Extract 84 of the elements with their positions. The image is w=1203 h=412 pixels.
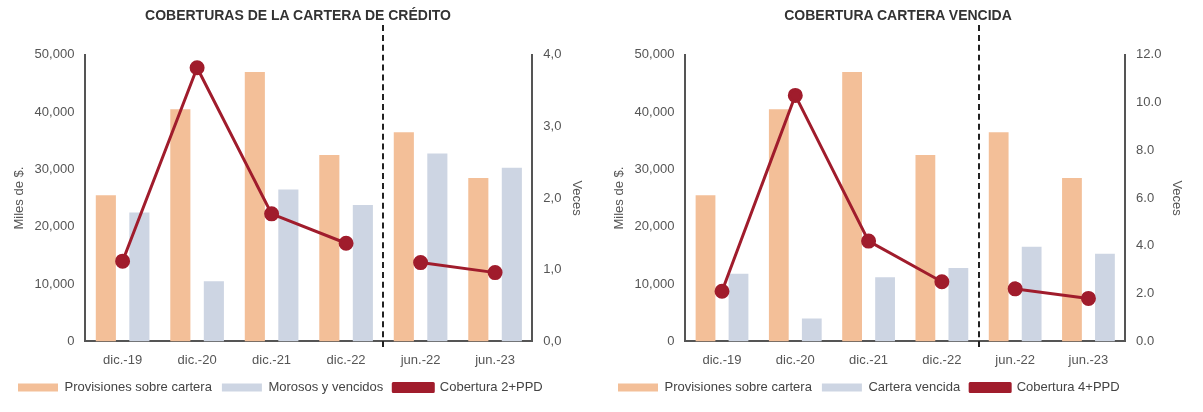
- point: [787, 87, 803, 103]
- legend-label: Provisiones sobre cartera: [64, 379, 213, 395]
- bar: [501, 167, 522, 342]
- x-tick-label: dic.-20: [775, 351, 815, 367]
- bar: [948, 268, 969, 342]
- point: [189, 60, 205, 76]
- bar: [170, 109, 191, 342]
- y-tick-label: 0: [67, 332, 75, 348]
- bar: [95, 195, 116, 342]
- bar: [988, 132, 1009, 342]
- y-tick-label: 0: [667, 332, 675, 348]
- y2-tick-label: 0,0: [543, 332, 562, 348]
- y2-axis-title: Veces: [569, 180, 585, 217]
- y-tick-label: 50,000: [634, 46, 675, 62]
- bar: [319, 155, 340, 342]
- bar: [1021, 246, 1042, 342]
- bar: [915, 155, 936, 342]
- y-tick-label: 10,000: [34, 275, 75, 291]
- point: [1080, 290, 1096, 306]
- y2-tick-label: 12.0: [1136, 46, 1162, 62]
- y-tick-label: 30,000: [634, 161, 675, 177]
- x-tick-label: dic.-19: [702, 351, 742, 367]
- legend-label: Cartera vencida: [868, 379, 961, 395]
- legend-label: Cobertura 4+PPD: [1016, 379, 1120, 395]
- x-tick-label: dic.-19: [103, 351, 143, 367]
- bar: [468, 178, 489, 342]
- y2-tick-label: 4.0: [1136, 237, 1155, 253]
- point: [1007, 281, 1023, 297]
- point: [487, 265, 503, 281]
- legend-label: Cobertura 2+PPD: [439, 379, 543, 395]
- y-tick-label: 10,000: [634, 275, 675, 291]
- y-axis-title: Miles de $.: [11, 166, 27, 230]
- chart-title: COBERTURA CARTERA VENCIDA: [784, 7, 1012, 24]
- legend-label: Morosos y vencidos: [268, 379, 384, 395]
- x-tick-label: dic.-21: [252, 351, 292, 367]
- bar: [352, 204, 373, 342]
- point: [714, 283, 730, 299]
- bar: [244, 72, 265, 342]
- bar: [203, 281, 224, 342]
- y2-axis-title: Veces: [1169, 180, 1185, 217]
- y-tick-label: 40,000: [634, 103, 675, 119]
- point: [413, 255, 429, 271]
- bar: [1095, 253, 1115, 342]
- bar: [695, 195, 716, 342]
- y2-tick-label: 2,0: [543, 189, 562, 205]
- legend-label: Provisiones sobre cartera: [664, 379, 813, 395]
- y-tick-label: 20,000: [634, 218, 675, 234]
- y2-tick-label: 2.0: [1136, 285, 1155, 301]
- chart-title: COBERTURAS DE LA CARTERA DE CRÉDITO: [145, 7, 452, 24]
- y2-tick-label: 4,0: [543, 46, 562, 62]
- x-tick-label: jun.-23: [1067, 351, 1109, 367]
- point: [264, 206, 280, 222]
- point: [861, 233, 877, 249]
- bar: [768, 109, 789, 342]
- y-tick-label: 30,000: [34, 161, 75, 177]
- x-tick-label: jun.-22: [399, 351, 441, 367]
- x-tick-label: dic.-21: [849, 351, 889, 367]
- y-tick-label: 50,000: [34, 46, 75, 62]
- bar: [278, 189, 299, 342]
- bar: [875, 277, 895, 342]
- x-tick-label: jun.-23: [474, 351, 515, 367]
- point: [115, 253, 131, 269]
- x-tick-label: dic.-22: [326, 351, 366, 367]
- x-tick-label: dic.-20: [177, 351, 217, 367]
- y2-tick-label: 1,0: [543, 261, 562, 277]
- point: [934, 274, 950, 290]
- y2-tick-label: 6.0: [1136, 189, 1155, 205]
- x-tick-label: jun.-22: [994, 351, 1036, 367]
- point: [338, 235, 354, 251]
- y2-tick-label: 10.0: [1136, 94, 1162, 110]
- bar: [129, 212, 150, 342]
- bar: [1062, 178, 1082, 342]
- y2-tick-label: 3,0: [543, 118, 562, 134]
- bar: [427, 153, 448, 342]
- y2-tick-label: 8.0: [1136, 141, 1155, 157]
- y-tick-label: 20,000: [34, 218, 75, 234]
- x-tick-label: dic.-22: [922, 351, 962, 367]
- bar: [728, 273, 749, 342]
- bar: [842, 72, 862, 342]
- bar: [801, 318, 822, 342]
- bar: [393, 132, 414, 342]
- y-axis-title: Miles de $.: [611, 166, 627, 230]
- y-tick-label: 40,000: [34, 103, 75, 119]
- y2-tick-label: 0.0: [1136, 332, 1155, 348]
